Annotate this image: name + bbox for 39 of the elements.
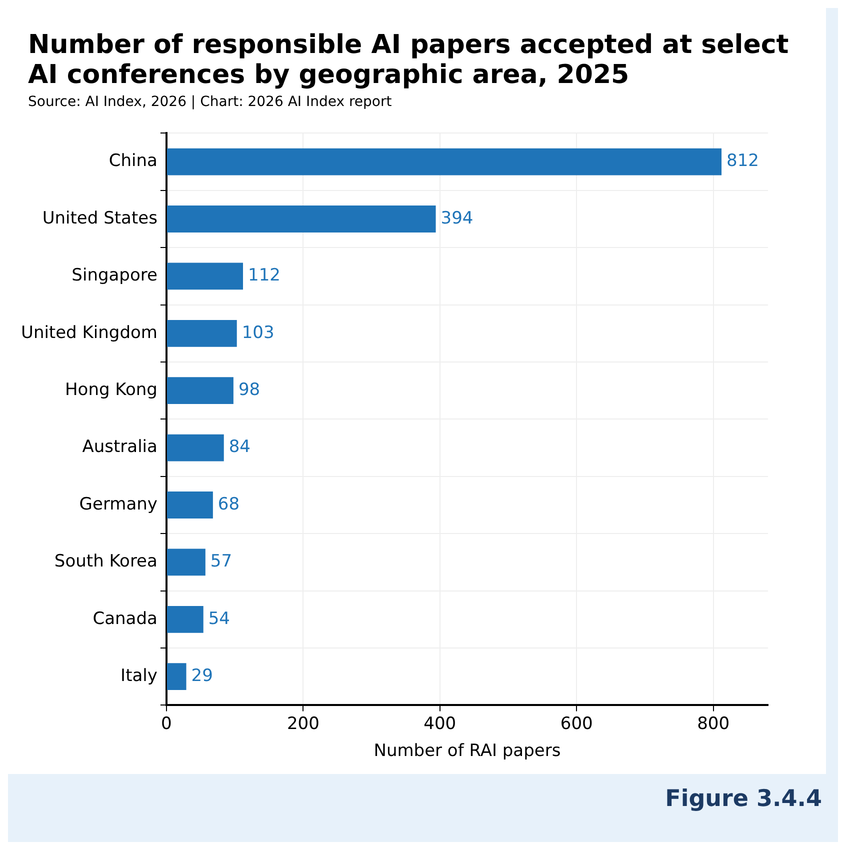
y-tick-label: Germany <box>79 494 158 514</box>
bar <box>166 434 224 462</box>
bar <box>166 320 237 347</box>
y-tick-label: United Kingdom <box>20 322 158 343</box>
data-label: 84 <box>228 437 251 458</box>
x-tick-label: 0 <box>161 714 172 734</box>
bar <box>166 606 204 633</box>
bar <box>166 663 186 690</box>
y-tick-label: Canada <box>92 608 158 629</box>
bar <box>166 148 722 176</box>
caption: Figure 3.4.4 <box>665 786 822 812</box>
data-label: 57 <box>210 552 232 572</box>
y-tick-label: China <box>108 151 158 172</box>
data-label: 98 <box>238 380 260 400</box>
bar <box>166 492 213 518</box>
y-tick-label: Hong Kong <box>65 380 158 400</box>
chart-subtitle: Source: AI Index, 2026 | Chart: 2026 AI Index report <box>28 94 392 110</box>
data-label: 112 <box>248 266 280 286</box>
x-tick-label: 200 <box>286 714 320 734</box>
bar <box>166 262 244 290</box>
data-label: 103 <box>242 322 274 343</box>
y-tick-label: Singapore <box>72 266 158 286</box>
data-label: 394 <box>440 208 474 228</box>
bar <box>166 548 206 576</box>
data-label: 54 <box>208 608 230 629</box>
bar <box>166 377 234 404</box>
x-tick-label: 800 <box>697 714 730 734</box>
y-tick-label: Australia <box>82 437 158 458</box>
data-label: 812 <box>726 151 759 172</box>
data-label: 68 <box>218 494 240 514</box>
x-axis-title: Number of RAI papers <box>374 741 561 762</box>
data-label: 29 <box>191 666 213 686</box>
y-tick-label: South Korea <box>54 552 158 572</box>
x-tick-label: 600 <box>560 714 593 734</box>
y-tick-label: United States <box>42 208 158 228</box>
y-tick-label: Italy <box>120 666 158 686</box>
bar <box>166 206 436 232</box>
x-tick-label: 400 <box>424 714 456 734</box>
chart-title: Number of responsible AI papers accepted at select AI conferences by geographic area, 2025 <box>28 30 790 90</box>
